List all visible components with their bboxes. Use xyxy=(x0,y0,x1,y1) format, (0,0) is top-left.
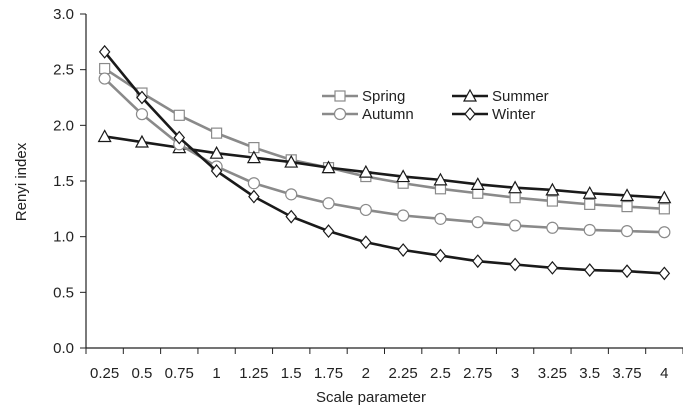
x-tick-label: 1.25 xyxy=(239,365,268,382)
data-point-autumn xyxy=(547,222,558,233)
data-point-winter xyxy=(585,264,595,276)
y-tick-label: 2.5 xyxy=(53,62,74,79)
data-point-winter xyxy=(473,255,483,267)
y-tick-label: 0.5 xyxy=(53,284,74,301)
data-point-autumn xyxy=(472,217,483,228)
data-point-autumn xyxy=(398,210,409,221)
legend-label-spring: Spring xyxy=(362,88,405,105)
data-point-winter xyxy=(659,267,669,279)
x-tick-label: 0.75 xyxy=(165,365,194,382)
y-tick-label: 0.0 xyxy=(53,340,74,357)
data-point-autumn xyxy=(622,226,633,237)
x-tick-label: 3.25 xyxy=(538,365,567,382)
data-point-autumn xyxy=(323,198,334,209)
legend-item-autumn: Autumn xyxy=(322,106,414,123)
data-point-winter xyxy=(361,236,371,248)
legend-item-spring: Spring xyxy=(322,88,405,105)
data-point-autumn xyxy=(136,109,147,120)
x-tick-label: 1 xyxy=(212,365,220,382)
y-tick-label: 3.0 xyxy=(53,6,74,23)
data-point-spring xyxy=(212,128,222,138)
series-line-winter xyxy=(105,52,665,274)
legend-label-autumn: Autumn xyxy=(362,106,414,123)
data-point-spring xyxy=(622,202,632,212)
data-point-autumn xyxy=(510,220,521,231)
legend-marker-winter xyxy=(465,108,475,120)
legend-marker-autumn xyxy=(335,109,346,120)
data-point-winter xyxy=(547,262,557,274)
data-point-winter xyxy=(398,244,408,256)
data-point-winter xyxy=(324,225,334,237)
y-tick-label: 1.0 xyxy=(53,229,74,246)
data-point-spring xyxy=(510,193,520,203)
legend-item-winter: Winter xyxy=(452,106,535,123)
x-tick-label: 4 xyxy=(660,365,668,382)
y-axis-label: Renyi index xyxy=(13,142,30,221)
series-winter xyxy=(100,46,670,280)
data-point-spring xyxy=(585,199,595,209)
legend-label-winter: Winter xyxy=(492,106,535,123)
x-tick-label: 1.75 xyxy=(314,365,343,382)
data-point-winter xyxy=(286,211,296,223)
data-point-autumn xyxy=(286,189,297,200)
y-tick-label: 2.0 xyxy=(53,117,74,134)
data-point-winter xyxy=(435,250,445,262)
x-tick-label: 1.5 xyxy=(281,365,302,382)
legend-marker-spring xyxy=(335,91,345,101)
data-point-autumn xyxy=(584,224,595,235)
x-tick-label: 2.25 xyxy=(389,365,418,382)
data-point-spring xyxy=(100,64,110,74)
data-point-autumn xyxy=(435,213,446,224)
x-tick-label: 0.25 xyxy=(90,365,119,382)
series-spring xyxy=(100,64,670,214)
data-point-autumn xyxy=(99,73,110,84)
x-tick-label: 3 xyxy=(511,365,519,382)
data-point-autumn xyxy=(248,178,259,189)
x-tick-label: 3.5 xyxy=(579,365,600,382)
data-point-autumn xyxy=(659,227,670,238)
x-axis-label: Scale parameter xyxy=(316,389,426,406)
legend: Spring Summer Autumn Winter xyxy=(322,88,549,123)
legend-label-summer: Summer xyxy=(492,88,549,105)
data-point-winter xyxy=(510,259,520,271)
data-point-winter xyxy=(622,265,632,277)
data-point-spring xyxy=(659,204,669,214)
data-point-winter xyxy=(249,191,259,203)
y-tick-label: 1.5 xyxy=(53,173,74,190)
legend-item-summer: Summer xyxy=(452,88,549,105)
x-tick-label: 2 xyxy=(362,365,370,382)
x-tick-label: 3.75 xyxy=(612,365,641,382)
data-point-spring xyxy=(174,110,184,120)
x-tick-label: 2.5 xyxy=(430,365,451,382)
data-point-spring xyxy=(547,196,557,206)
x-tick-label: 0.5 xyxy=(132,365,153,382)
x-tick-label: 2.75 xyxy=(463,365,492,382)
data-point-autumn xyxy=(360,204,371,215)
series-group xyxy=(99,46,671,280)
